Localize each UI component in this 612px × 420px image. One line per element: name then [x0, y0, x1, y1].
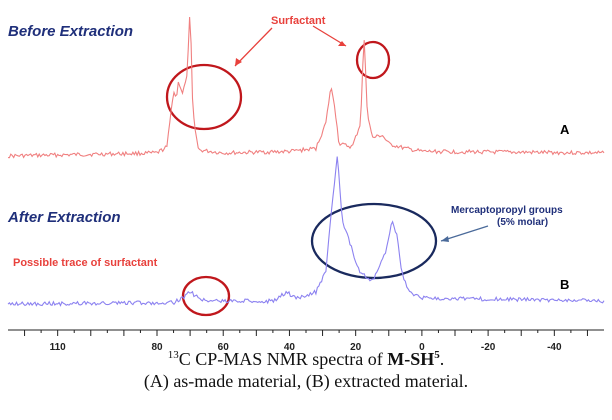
surfactant-arrow-left: [234, 27, 273, 67]
x-tick-label: 80: [151, 342, 163, 353]
figure-caption: 13C CP-MAS NMR spectra of M-SH5. (A) as-…: [0, 344, 612, 392]
caption-line-2: (A) as-made material, (B) extracted mate…: [143, 371, 469, 391]
x-tick-label: -20: [481, 342, 496, 353]
surfactant-arrow-right: [312, 25, 347, 47]
x-tick-label: 0: [419, 342, 425, 353]
spectrum-b-line: [7, 156, 605, 307]
caption-text: C CP-MAS NMR spectra of: [178, 349, 388, 369]
compound-name: M-SH: [387, 349, 435, 369]
isotope-superscript: 13: [167, 349, 179, 361]
x-axis-ticks: 110 80 60 40 20 0 -20 -40: [24, 330, 588, 353]
x-tick-label: 110: [50, 342, 67, 353]
before-extraction-label: Before Extraction: [8, 23, 133, 40]
possible-trace-label: Possible trace of surfactant: [13, 257, 158, 269]
surfactant-peak-circle: [355, 40, 391, 80]
x-tick-label: 60: [218, 342, 230, 353]
surfactant-peaks-circle: [165, 63, 243, 131]
x-tick-label: 40: [284, 342, 296, 353]
mercaptopropyl-label: Mercaptopropyl groups: [451, 205, 563, 216]
after-extraction-label: After Extraction: [7, 209, 121, 226]
trace-a-label: A: [560, 122, 570, 137]
molar-label: (5% molar): [497, 217, 548, 228]
x-tick-label: -40: [547, 342, 562, 353]
compound-superscript: 5: [434, 349, 440, 361]
trace-surfactant-circle: [181, 275, 231, 317]
spectrum-a-line: [7, 16, 605, 159]
x-tick-label: 20: [350, 342, 362, 353]
trace-b-label: B: [560, 277, 569, 292]
surfactant-label: Surfactant: [271, 15, 326, 27]
mercaptopropyl-arrow: [440, 225, 489, 242]
caption-period: .: [439, 349, 445, 369]
caption-line-1: 13C CP-MAS NMR spectra of M-SH5.: [0, 344, 612, 370]
